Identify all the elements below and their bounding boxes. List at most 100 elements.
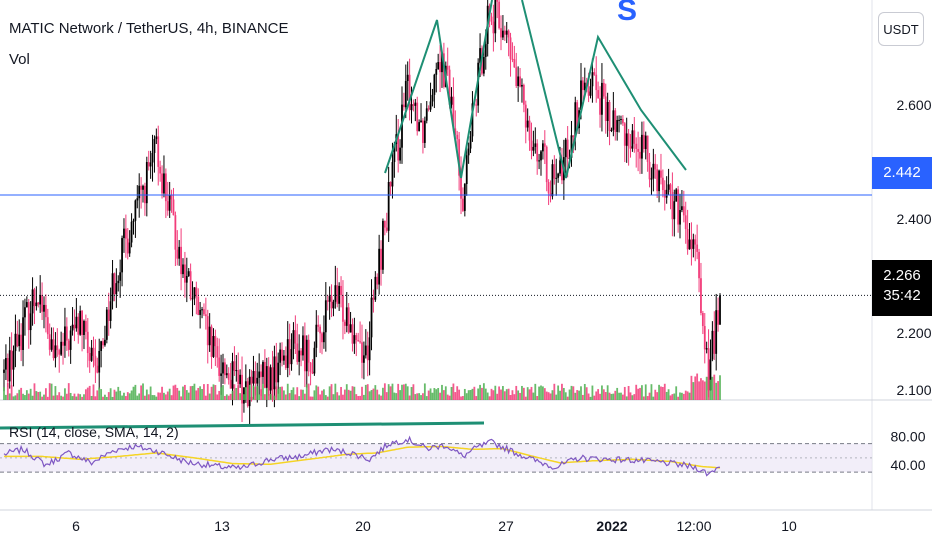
candle-body bbox=[387, 181, 390, 231]
candle-body bbox=[359, 341, 361, 343]
candle-body bbox=[90, 347, 93, 361]
candle-body bbox=[64, 326, 66, 346]
volume-bar bbox=[395, 393, 398, 400]
volume-bar bbox=[353, 386, 356, 400]
candle-body bbox=[260, 371, 262, 377]
candle-body bbox=[330, 296, 333, 309]
volume-bar bbox=[128, 393, 131, 400]
candle-body bbox=[100, 341, 103, 351]
volume-bar bbox=[237, 385, 240, 400]
candle-body bbox=[469, 136, 472, 149]
volume-bar bbox=[163, 392, 165, 400]
volume-bar bbox=[243, 394, 245, 400]
volume-bar bbox=[547, 392, 550, 400]
candle-body bbox=[517, 76, 520, 86]
volume-bar bbox=[14, 395, 17, 400]
volume-bar bbox=[164, 394, 167, 400]
volume-bar bbox=[561, 383, 563, 400]
volume-bar bbox=[393, 392, 396, 400]
volume-bar bbox=[117, 386, 120, 400]
candle-body bbox=[364, 345, 367, 356]
volume-bar bbox=[488, 396, 491, 400]
volume-bar bbox=[311, 396, 314, 400]
volume-bar bbox=[84, 389, 87, 400]
time-tick-label: 20 bbox=[355, 518, 371, 534]
candle-body bbox=[187, 271, 190, 276]
volume-bar bbox=[671, 394, 674, 400]
time-tick-label: 10 bbox=[781, 518, 797, 534]
volume-bar bbox=[542, 386, 544, 400]
candle-body bbox=[321, 333, 323, 343]
candle-body bbox=[157, 136, 160, 167]
candle-body bbox=[581, 80, 584, 91]
candle-body bbox=[250, 376, 253, 384]
volume-bar bbox=[334, 383, 337, 400]
time-tick-label: 27 bbox=[498, 518, 514, 534]
candle-body bbox=[115, 283, 118, 295]
volume-bar bbox=[402, 384, 405, 400]
volume-bar bbox=[283, 390, 285, 400]
volume-bar bbox=[147, 394, 150, 400]
volume-bar bbox=[517, 390, 520, 400]
volume-bar bbox=[431, 392, 434, 400]
candle-body bbox=[88, 353, 91, 361]
candle-body bbox=[185, 275, 188, 283]
volume-bar bbox=[570, 385, 573, 400]
candle-body bbox=[244, 381, 247, 388]
candle-body bbox=[635, 143, 638, 149]
time-tick-label: 2022 bbox=[596, 518, 627, 534]
volume-bar bbox=[244, 387, 247, 400]
price-tick-label: 2.400 bbox=[896, 211, 931, 227]
volume-bar bbox=[284, 394, 287, 400]
currency-button[interactable]: USDT bbox=[878, 12, 924, 46]
candle-body bbox=[77, 316, 80, 335]
candle-body bbox=[618, 119, 620, 121]
volume-bar bbox=[477, 388, 480, 400]
volume-bar bbox=[648, 392, 651, 400]
candle-body bbox=[551, 164, 554, 197]
candle-body bbox=[140, 185, 143, 190]
candle-body bbox=[193, 287, 196, 299]
candle-body bbox=[235, 370, 238, 372]
volume-bar bbox=[656, 392, 659, 400]
volume-bar bbox=[551, 390, 554, 400]
volume-bar bbox=[433, 388, 436, 400]
volume-bar bbox=[515, 385, 518, 400]
rsi-label: RSI (14, close, SMA, 14, 2) bbox=[9, 424, 179, 440]
volume-bar bbox=[286, 383, 289, 400]
volume-bar bbox=[166, 391, 169, 400]
volume-bar bbox=[290, 389, 293, 400]
candle-body bbox=[313, 347, 316, 374]
volume-bar bbox=[625, 396, 628, 400]
volume-bar bbox=[382, 387, 384, 400]
candle-body bbox=[641, 134, 643, 159]
candle-body bbox=[688, 239, 691, 250]
candle-body bbox=[104, 339, 106, 346]
volume-bar bbox=[479, 384, 481, 400]
candle-body bbox=[642, 134, 645, 150]
candle-body bbox=[595, 74, 598, 91]
candle-body bbox=[652, 163, 655, 179]
last-price-badge: 2.266 35:42 bbox=[872, 260, 932, 316]
candle-body bbox=[610, 129, 613, 131]
candle-body bbox=[709, 359, 712, 391]
candle-body bbox=[648, 161, 651, 180]
volume-bar bbox=[385, 392, 388, 400]
candle-body bbox=[707, 348, 710, 391]
volume-bar bbox=[214, 385, 217, 400]
volume-bar bbox=[568, 389, 571, 400]
candle-body bbox=[309, 362, 312, 372]
volume-bar bbox=[599, 393, 601, 400]
volume-bar bbox=[81, 396, 83, 400]
volume-bar bbox=[296, 387, 299, 400]
candle-body bbox=[526, 120, 529, 128]
volume-bar bbox=[332, 394, 335, 400]
countdown-timer: 35:42 bbox=[883, 287, 921, 304]
candle-body bbox=[553, 164, 556, 179]
volume-bar bbox=[425, 396, 428, 400]
volume-bar bbox=[623, 386, 626, 400]
candle-body bbox=[701, 312, 704, 327]
volume-bar bbox=[391, 383, 394, 400]
